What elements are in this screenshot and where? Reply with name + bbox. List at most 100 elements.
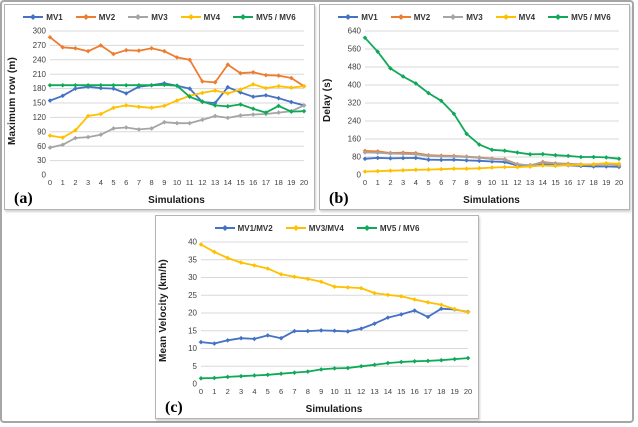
- series-markers-mv3: [362, 150, 622, 168]
- x-tick-label: 0: [48, 178, 52, 187]
- series-markers-mv1-mv2: [198, 306, 471, 346]
- y-tick-label: 480: [348, 63, 362, 72]
- x-axis-row-b: (b) Simulations: [320, 190, 629, 209]
- legend-label: MV2: [98, 12, 116, 22]
- x-tick-label: 10: [488, 178, 496, 187]
- x-tick-label: 5: [111, 178, 115, 187]
- x-tick-label: 9: [319, 387, 323, 396]
- legend-label: MV3: [466, 12, 483, 22]
- legend-label: MV1/MV2: [237, 223, 273, 233]
- legend-label: MV4: [518, 12, 536, 22]
- panel-a: MV1 MV2 MV3 MV4 MV5 / MV6 Maximum row (m) 0 3…: [4, 4, 315, 210]
- y-tick-label: 240: [348, 117, 362, 126]
- top-row: MV1 MV2 MV3 MV4 MV5 / MV6 Maximum row (m) 0 3…: [4, 4, 630, 210]
- x-tick-label: 8: [150, 178, 154, 187]
- y-tick-label: 25: [188, 291, 197, 300]
- legend-item-mv1-mv2: MV1/MV2: [214, 223, 273, 233]
- x-tick-label: 2: [73, 178, 77, 187]
- x-tick-label: 3: [86, 178, 90, 187]
- legend-marker-icon: [180, 14, 201, 20]
- y-tick-label: 30: [37, 156, 46, 165]
- x-tick-label: 10: [173, 178, 181, 187]
- x-tick-label: 5: [266, 387, 270, 396]
- legend-item-mv5-mv6: MV5 / MV6: [548, 13, 611, 22]
- legend-c: MV1/MV2 MV3/MV4 MV5 / MV6: [156, 216, 478, 236]
- y-tick-label: 90: [37, 127, 46, 136]
- legend-marker-icon: [128, 14, 149, 20]
- x-tick-label: 16: [249, 178, 257, 187]
- legend-marker-icon: [548, 14, 569, 20]
- x-tick-label: 17: [577, 178, 585, 187]
- legend-item-mv1: MV1: [338, 12, 378, 22]
- bottom-row: MV1/MV2 MV3/MV4 MV5 / MV6 Mean Velocity (k…: [4, 215, 630, 419]
- panel-letter-c: (c): [165, 399, 183, 416]
- x-tick-label: 14: [384, 387, 392, 396]
- series-markers-mv5-mv6: [198, 355, 471, 381]
- x-tick-label: 5: [426, 178, 430, 187]
- x-tick-label: 3: [401, 178, 405, 187]
- legend-item-mv5-mv6: MV5 / MV6: [233, 13, 296, 22]
- x-tick-label: 16: [410, 387, 418, 396]
- chart-area-b: Delay (s) 0 80 160 240 320 400 480 560 640 0 1 2 3 4 5…: [320, 25, 629, 190]
- x-tick-label: 20: [464, 387, 472, 396]
- x-tick-label: 7: [292, 387, 296, 396]
- y-tick-label: 320: [348, 99, 362, 108]
- x-tick-label: 4: [99, 178, 103, 187]
- y-tick-label: 40: [188, 238, 197, 247]
- legend-marker-icon: [285, 225, 306, 231]
- x-tick-label: 11: [186, 178, 194, 187]
- x-tick-label: 20: [300, 178, 308, 187]
- y-tick-label: 270: [33, 41, 47, 50]
- y-tick-label: 300: [33, 27, 47, 36]
- x-axis-label-b: Simulations: [463, 195, 520, 206]
- legend-item-mv5-mv6: MV5 / MV6: [356, 224, 419, 233]
- x-tick-label: 4: [252, 387, 256, 396]
- y-tick-label: 120: [33, 113, 47, 122]
- x-tick-label: 12: [357, 387, 365, 396]
- legend-marker-icon: [75, 14, 96, 20]
- y-tick-label: 400: [348, 81, 362, 90]
- x-tick-label: 11: [501, 178, 509, 187]
- panel-letter-b: (b): [329, 190, 349, 207]
- y-tick-label: 0: [357, 171, 362, 180]
- panel-c: MV1/MV2 MV3/MV4 MV5 / MV6 Mean Velocity (k…: [155, 215, 479, 419]
- chart-area-a: Maximum row (m) 0 30 60 90 120 150 180 210 240 27…: [5, 25, 314, 190]
- x-tick-label: 12: [513, 178, 521, 187]
- x-axis-row-a: (a) Simulations: [5, 190, 314, 209]
- y-tick-label: 240: [33, 55, 47, 64]
- y-tick-label: 10: [188, 344, 197, 353]
- y-tick-label: 20: [188, 309, 197, 318]
- x-tick-label: 4: [414, 178, 418, 187]
- x-tick-label: 6: [124, 178, 128, 187]
- series-markers-mv3: [47, 103, 307, 150]
- legend-label: MV4: [203, 12, 221, 22]
- x-tick-label: 16: [564, 178, 572, 187]
- x-tick-label: 8: [465, 178, 469, 187]
- x-tick-label: 19: [450, 387, 458, 396]
- y-tick-label: 150: [33, 99, 47, 108]
- x-tick-label: 15: [551, 178, 559, 187]
- y-tick-label: 0: [193, 380, 198, 389]
- legend-item-mv3: MV3: [128, 12, 168, 22]
- legend-item-mv2: MV2: [390, 13, 430, 22]
- x-tick-label: 10: [330, 387, 338, 396]
- legend-item-mv2: MV2: [75, 12, 116, 22]
- y-tick-label: 35: [188, 255, 197, 264]
- series-markers-mv1: [47, 81, 307, 108]
- legend-item-mv3-mv4: MV3/MV4: [285, 224, 344, 233]
- x-tick-label: 14: [539, 178, 547, 187]
- y-tick-label: 30: [188, 273, 197, 282]
- x-tick-label: 19: [287, 178, 295, 187]
- legend-label: MV1: [361, 12, 378, 22]
- legend-label: MV3: [151, 12, 168, 22]
- legend-b: MV1 MV2 MV3 MV4 MV5 / MV6: [320, 5, 629, 25]
- y-tick-label: 560: [348, 45, 362, 54]
- x-tick-label: 15: [236, 178, 244, 187]
- x-tick-label: 15: [397, 387, 405, 396]
- y-tick-label: 160: [348, 135, 362, 144]
- x-tick-label: 17: [262, 178, 270, 187]
- x-tick-label: 9: [477, 178, 481, 187]
- series-markers-mv3-mv4: [198, 242, 471, 315]
